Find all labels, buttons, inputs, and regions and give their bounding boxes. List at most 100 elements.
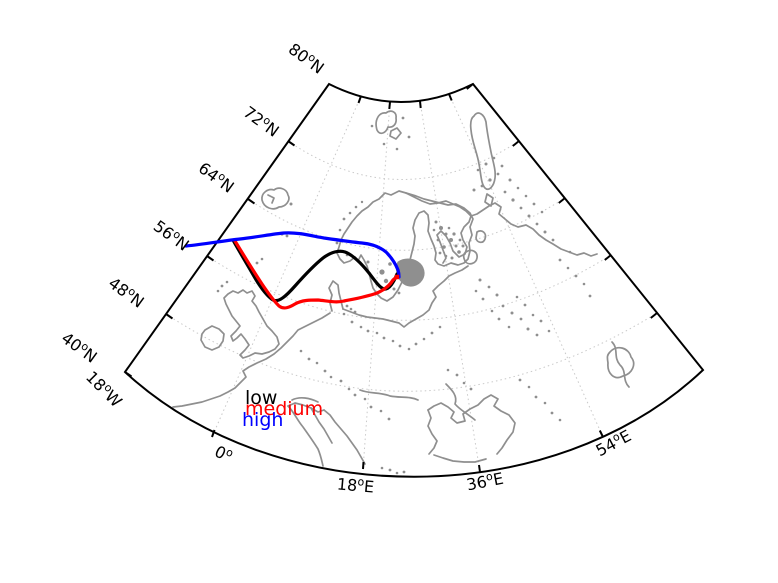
- lake-dot: [436, 238, 440, 242]
- axis-tick: [357, 95, 362, 104]
- lake-dot: [315, 361, 319, 365]
- coastline: [427, 409, 438, 455]
- lake-dot: [539, 319, 543, 323]
- lake-dot: [516, 186, 520, 190]
- lake-dot: [323, 369, 327, 373]
- axis-tick: [604, 254, 612, 261]
- lake-dot: [379, 269, 385, 275]
- coastline: [267, 194, 275, 204]
- lake-dot: [454, 244, 458, 248]
- lake-dot: [497, 317, 501, 321]
- graticule-parallel: [247, 197, 566, 251]
- lake-dot: [462, 381, 466, 385]
- lake-dot: [476, 168, 480, 172]
- lake-dot: [540, 210, 544, 214]
- lake-dot: [446, 368, 450, 372]
- lat-label-72n: 72oN: [240, 102, 283, 141]
- lake-dot: [531, 313, 535, 317]
- lake-dot: [527, 214, 531, 218]
- lake-dot: [519, 206, 523, 210]
- graticule-parallel: [287, 140, 520, 180]
- coastline: [310, 407, 333, 444]
- lake-dot: [348, 211, 352, 215]
- lake-dot: [395, 147, 399, 151]
- lake-dot: [495, 293, 499, 297]
- lake-dot: [407, 347, 411, 351]
- lake-dot: [434, 220, 438, 224]
- lake-dot: [366, 260, 370, 264]
- lake-dot: [366, 329, 370, 333]
- legend-item-low: low: [245, 387, 277, 409]
- lake-dot: [392, 287, 396, 291]
- axis-tick: [448, 93, 453, 101]
- axis-tick: [211, 429, 216, 438]
- lake-dot: [350, 320, 354, 324]
- lake-dot: [518, 378, 522, 382]
- lake-dot: [487, 285, 491, 289]
- lake-dot: [345, 304, 349, 308]
- lake-dot: [339, 379, 343, 383]
- coastline: [287, 402, 325, 413]
- lat-label-48n: 48oN: [105, 273, 148, 312]
- lake-dot: [523, 303, 527, 307]
- lake-dot: [507, 325, 511, 329]
- axis-tick: [362, 461, 365, 470]
- lake-dot: [342, 312, 346, 316]
- graticule-meridian: [448, 93, 604, 438]
- lake-dot: [543, 230, 547, 234]
- coastline: [484, 193, 494, 207]
- graticule-parallel: [165, 312, 658, 392]
- lake-dot: [543, 401, 547, 405]
- graticule-parallel: [206, 254, 612, 321]
- lake-dot: [359, 325, 363, 329]
- lake-dot: [566, 266, 570, 270]
- axis-tick: [598, 430, 604, 438]
- lake-dot: [481, 297, 485, 301]
- lake-dot: [527, 385, 531, 389]
- axis-tick: [478, 464, 481, 473]
- lake-dot: [407, 135, 411, 139]
- coastline: [291, 396, 319, 403]
- lake-dot: [395, 471, 399, 475]
- coastline: [223, 289, 280, 359]
- lon-label-18e: 18oE: [336, 473, 375, 496]
- coastline: [287, 405, 324, 467]
- lake-dot: [550, 411, 554, 415]
- legend-item-high: high: [242, 409, 283, 431]
- lake-dot: [438, 325, 442, 329]
- lake-dot: [369, 405, 373, 409]
- lake-dot: [457, 250, 461, 254]
- lake-dot: [398, 344, 402, 348]
- coastline: [606, 346, 635, 379]
- lon-label-36e: 36oE: [465, 468, 505, 495]
- lake-dot: [461, 244, 465, 248]
- lake-dot: [363, 397, 367, 401]
- lake-dot: [447, 226, 451, 230]
- lake-dot: [216, 289, 220, 293]
- trajectory-high: [184, 231, 401, 279]
- graticule-meridian: [211, 95, 362, 438]
- lake-dot: [439, 226, 443, 230]
- coastline: [469, 112, 497, 191]
- axis-tick: [466, 83, 474, 90]
- lon-label-18w: 18oW: [82, 367, 127, 412]
- lake-dot: [430, 331, 434, 335]
- lake-dot: [501, 304, 505, 308]
- axis-tick: [388, 101, 391, 110]
- lake-dot: [225, 280, 229, 284]
- lake-dot: [422, 337, 426, 341]
- lat-label-64n: 64oN: [195, 158, 238, 197]
- trajectory-medium: [233, 239, 399, 310]
- lake-dot: [515, 295, 519, 299]
- lake-dot: [535, 222, 539, 226]
- axis-tick: [287, 140, 296, 147]
- lake-dot: [535, 333, 539, 337]
- coastline: [328, 280, 344, 312]
- lake-dot: [438, 251, 442, 255]
- trajectory-low: [231, 238, 399, 303]
- lake-dot: [354, 205, 358, 209]
- lake-dot: [335, 241, 339, 245]
- lake-dot: [455, 373, 459, 377]
- lake-dot: [375, 331, 379, 335]
- lake-dot: [382, 336, 386, 340]
